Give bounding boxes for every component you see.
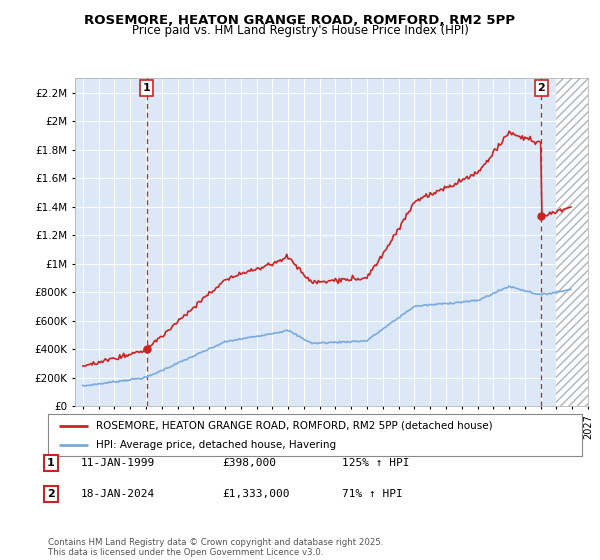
Text: Price paid vs. HM Land Registry's House Price Index (HPI): Price paid vs. HM Land Registry's House … <box>131 24 469 37</box>
Text: 1: 1 <box>47 458 55 468</box>
Text: £1,333,000: £1,333,000 <box>222 489 290 499</box>
Text: ROSEMORE, HEATON GRANGE ROAD, ROMFORD, RM2 5PP: ROSEMORE, HEATON GRANGE ROAD, ROMFORD, R… <box>85 14 515 27</box>
Text: 2: 2 <box>538 83 545 93</box>
Text: 71% ↑ HPI: 71% ↑ HPI <box>342 489 403 499</box>
Bar <box>556 78 588 406</box>
Text: 125% ↑ HPI: 125% ↑ HPI <box>342 458 409 468</box>
Text: Contains HM Land Registry data © Crown copyright and database right 2025.
This d: Contains HM Land Registry data © Crown c… <box>48 538 383 557</box>
Text: 1: 1 <box>143 83 151 93</box>
Text: HPI: Average price, detached house, Havering: HPI: Average price, detached house, Have… <box>96 440 336 450</box>
Text: ROSEMORE, HEATON GRANGE ROAD, ROMFORD, RM2 5PP (detached house): ROSEMORE, HEATON GRANGE ROAD, ROMFORD, R… <box>96 421 493 431</box>
Text: 2: 2 <box>47 489 55 499</box>
Text: £398,000: £398,000 <box>222 458 276 468</box>
Text: 18-JAN-2024: 18-JAN-2024 <box>81 489 155 499</box>
Text: 11-JAN-1999: 11-JAN-1999 <box>81 458 155 468</box>
